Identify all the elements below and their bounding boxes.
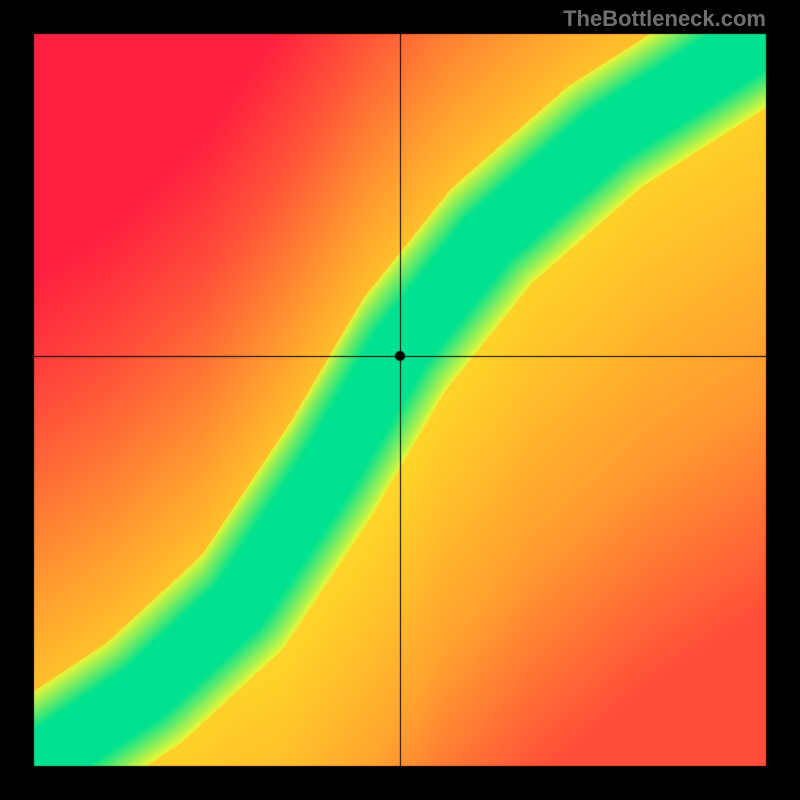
bottleneck-heatmap [0,0,800,800]
watermark-text: TheBottleneck.com [563,6,766,32]
